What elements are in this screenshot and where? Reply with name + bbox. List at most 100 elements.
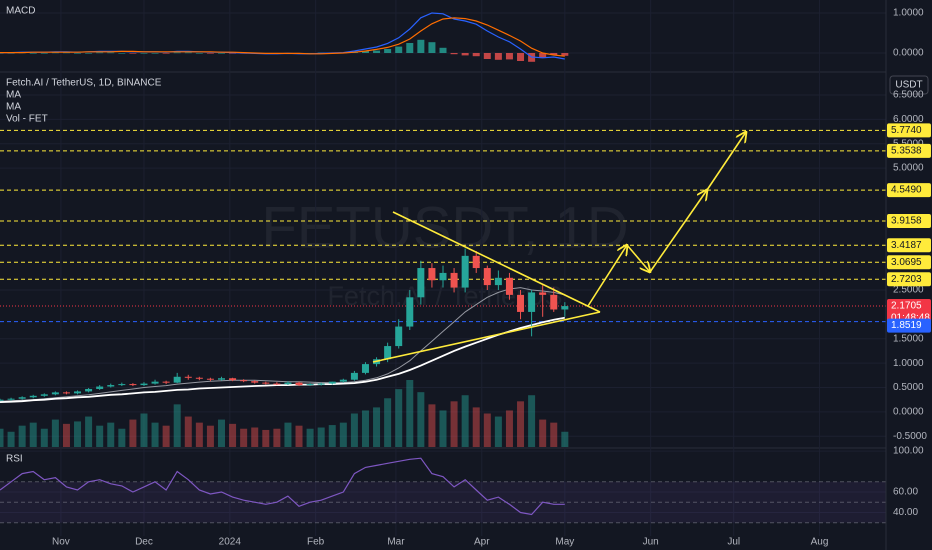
macd-histogram-bar <box>472 53 480 57</box>
volume-bar <box>229 423 237 447</box>
countdown-label: 01:48:48 <box>891 313 930 324</box>
volume-bar <box>51 419 59 447</box>
candle-body <box>29 395 37 398</box>
currency-label[interactable]: USDT <box>895 80 922 91</box>
candle-body <box>395 326 403 347</box>
candle-body <box>85 388 93 392</box>
y-tick-label: 1.0000 <box>893 358 924 369</box>
level-label: 3.9158 <box>891 216 922 227</box>
volume-bar <box>384 398 392 447</box>
level-box <box>887 213 931 228</box>
macd-histogram-bar <box>461 53 469 56</box>
macd-histogram-bar <box>0 53 4 54</box>
volume-bar <box>439 410 447 447</box>
y-tick-label: 0.0000 <box>893 407 924 418</box>
candle-body <box>505 277 513 295</box>
candle-body <box>162 381 170 383</box>
candle-body <box>62 392 70 394</box>
volume-bar <box>295 425 303 447</box>
candle-body <box>339 379 347 382</box>
volume-bar <box>273 428 281 447</box>
level-label: 4.5490 <box>891 185 922 196</box>
candle-body <box>195 377 203 379</box>
macd-histogram-bar <box>51 52 59 54</box>
macd-histogram-bar <box>151 53 159 54</box>
volume-bar <box>74 421 82 447</box>
candle-body <box>129 384 137 386</box>
x-tick-label: 2024 <box>219 537 242 548</box>
macd-histogram-bar <box>428 42 436 53</box>
y-tick-label: 2.5000 <box>893 285 924 296</box>
x-tick-label: Jul <box>727 537 740 548</box>
x-tick-label: Dec <box>135 537 153 548</box>
candle-body <box>240 380 248 382</box>
candle-body <box>328 381 336 384</box>
volume-bar <box>505 410 513 447</box>
macd-histogram-bar <box>173 52 181 54</box>
macd-histogram-bar <box>550 53 558 55</box>
projection-arrow <box>649 190 707 273</box>
macd-histogram-bar <box>373 50 381 53</box>
macd-histogram-bar <box>162 53 170 54</box>
level-label: 5.7740 <box>891 125 922 136</box>
y-tick-label: 0.0000 <box>893 48 924 59</box>
candle-body <box>306 384 314 386</box>
watermark: FETUSDT, 1D <box>261 195 628 260</box>
candle-body <box>472 255 480 269</box>
macd-histogram-bar <box>229 53 237 54</box>
triangle-upper <box>392 211 601 313</box>
signal-line <box>0 17 565 57</box>
volume-bar <box>96 425 104 447</box>
candle-body <box>18 397 26 399</box>
volume-bar <box>561 431 569 447</box>
candle-body <box>107 385 115 387</box>
volume-bar <box>350 413 358 447</box>
macd-histogram-bar <box>439 47 447 53</box>
level-box <box>887 123 931 138</box>
volume-bar <box>517 401 525 447</box>
candle-body <box>561 306 569 310</box>
projection-arrow <box>587 245 627 307</box>
macd-histogram-bar <box>7 53 15 54</box>
macd-histogram-bar <box>74 53 82 54</box>
volume-bar <box>162 425 170 447</box>
macd-histogram-bar <box>561 53 569 56</box>
legend-volume: Vol - FET <box>6 114 48 125</box>
macd-histogram-bar <box>384 49 392 53</box>
watermark-subtitle: Fetch.AI / TetherUS <box>327 281 562 311</box>
volume-bar <box>306 428 314 447</box>
volume-bar <box>18 425 26 447</box>
volume-bar <box>129 419 137 447</box>
macd-histogram-bar <box>505 53 513 60</box>
marker-price-label: 1.8519 <box>891 320 922 331</box>
candle-body <box>528 292 536 312</box>
level-box <box>887 255 931 270</box>
candle-body <box>361 364 369 373</box>
volume-bar <box>62 423 70 447</box>
last-price-label: 2.1705 <box>891 301 922 312</box>
volume-bar <box>240 428 248 447</box>
currency-button[interactable] <box>889 75 929 95</box>
y-tick-label: 40.00 <box>893 507 918 518</box>
symbol-title: Fetch.AI / TetherUS, 1D, BINANCE <box>6 78 162 89</box>
y-tick-label: 5.0000 <box>893 163 924 174</box>
candle-body <box>273 383 281 385</box>
macd-histogram-bar <box>450 53 458 55</box>
macd-histogram-bar <box>184 52 192 54</box>
candle-body <box>184 376 192 378</box>
ma-line <box>0 316 565 403</box>
volume-bar <box>0 428 4 447</box>
macd-histogram-bar <box>206 53 214 54</box>
legend-ma: MA <box>6 102 21 113</box>
candle-body <box>262 382 270 384</box>
volume-bar <box>184 416 192 447</box>
volume-bar <box>339 422 347 447</box>
candle-body <box>428 268 436 281</box>
candle-body <box>251 381 259 383</box>
x-tick-label: Mar <box>387 537 405 548</box>
candle-body <box>74 391 82 394</box>
candle-body <box>417 268 425 298</box>
level-label: 3.0695 <box>891 257 922 268</box>
volume-bar <box>528 395 536 447</box>
candle-body <box>295 382 303 386</box>
